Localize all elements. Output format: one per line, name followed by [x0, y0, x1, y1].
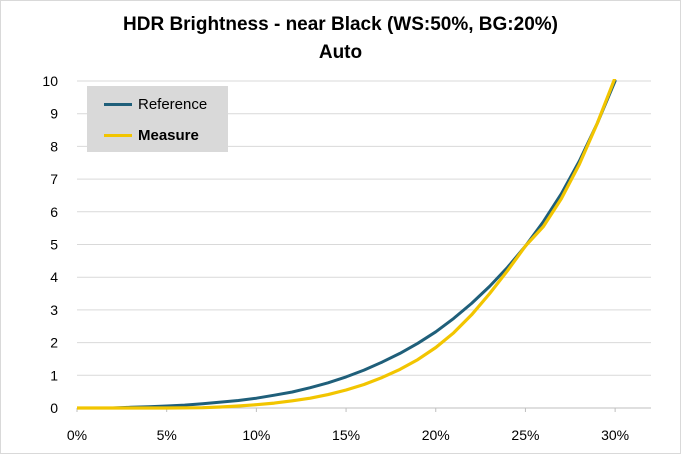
y-tick-label: 9: [50, 106, 58, 122]
y-tick-label: 0: [50, 400, 58, 416]
y-tick-label: 6: [50, 204, 58, 220]
legend-label-measure: Measure: [138, 126, 199, 144]
chart-legend: Reference Measure: [87, 86, 228, 152]
y-tick-label: 2: [50, 335, 58, 351]
y-tick-label: 10: [42, 73, 58, 89]
y-tick-label: 3: [50, 302, 58, 318]
x-tick-label: 20%: [422, 427, 450, 443]
y-tick-label: 4: [50, 269, 58, 285]
y-tick-label: 8: [50, 138, 58, 154]
legend-label-reference: Reference: [138, 95, 208, 113]
x-tick-label: 10%: [242, 427, 270, 443]
x-tick-label: 30%: [601, 427, 629, 443]
x-tick-label: 15%: [332, 427, 360, 443]
x-tick-label: 5%: [157, 427, 177, 443]
y-tick-label: 7: [50, 171, 58, 187]
legend-swatch-reference: [104, 102, 132, 106]
x-tick-label: 25%: [511, 427, 539, 443]
chart-subtitle: Auto: [318, 42, 363, 63]
y-tick-label: 5: [50, 237, 58, 253]
legend-item-measure: Measure: [104, 125, 199, 145]
chart-title: HDR Brightness - near Black (WS:50%, BG:…: [123, 14, 558, 35]
x-tick-label: 0%: [67, 427, 87, 443]
legend-swatch-measure: [104, 133, 132, 137]
series-line-measure: [77, 79, 617, 410]
y-tick-label: 1: [50, 367, 58, 383]
legend-item-reference: Reference: [104, 94, 207, 114]
